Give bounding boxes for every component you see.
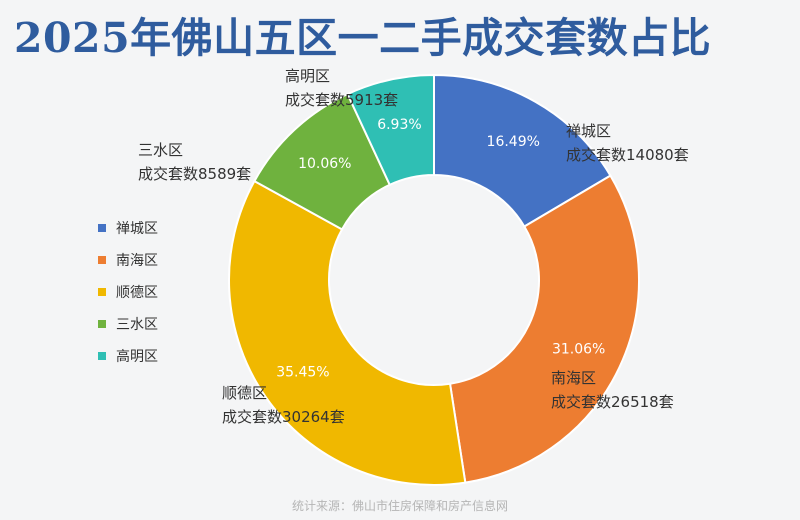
callout-name-sanshui: 三水区 — [138, 141, 183, 159]
legend-item-chancheng: 禅城区 — [98, 212, 158, 244]
source-note: 统计来源：佛山市住房保障和房产信息网 — [291, 499, 508, 513]
legend-swatch — [98, 288, 106, 296]
callout-name-nanhai: 南海区 — [551, 369, 596, 387]
legend-item-sanshui: 三水区 — [98, 308, 158, 340]
legend-item-nanhai: 南海区 — [98, 244, 158, 276]
legend-label: 禅城区 — [116, 221, 158, 237]
callout-name-chancheng: 禅城区 — [566, 122, 611, 140]
chart-title: 2025年佛山五区一二手成交套数占比 — [14, 14, 712, 62]
legend-swatch — [98, 320, 106, 328]
legend-label: 顺德区 — [116, 285, 158, 301]
callout-count-gaoming: 成交套数5913套 — [285, 91, 398, 109]
slice-nanhai — [448, 174, 640, 484]
callout-count-chancheng: 成交套数14080套 — [566, 146, 689, 164]
legend-label: 三水区 — [116, 317, 158, 333]
slice-gaoming — [346, 73, 435, 187]
percent-label-sanshui: 10.06% — [298, 156, 351, 172]
percent-label-shunde: 35.45% — [276, 365, 329, 381]
legend-swatch — [98, 256, 106, 264]
legend-label: 高明区 — [116, 349, 158, 365]
legend-swatch — [98, 224, 106, 232]
chart-legend: 禅城区 南海区 顺德区 三水区 高明区 — [98, 212, 158, 372]
percent-label-gaoming: 6.93% — [377, 117, 421, 133]
callout-name-shunde: 顺德区 — [222, 384, 267, 402]
callout-count-shunde: 成交套数30264套 — [222, 408, 345, 426]
legend-item-gaoming: 高明区 — [98, 340, 158, 372]
callout-count-sanshui: 成交套数8589套 — [138, 165, 251, 183]
legend-swatch — [98, 352, 106, 360]
slice-shunde — [228, 179, 467, 486]
callout-name-gaoming: 高明区 — [285, 67, 330, 85]
percent-label-nanhai: 31.06% — [552, 341, 605, 357]
legend-label: 南海区 — [116, 253, 158, 269]
legend-item-shunde: 顺德区 — [98, 276, 158, 308]
slice-chancheng — [433, 73, 612, 228]
percent-label-chancheng: 16.49% — [487, 134, 540, 150]
callout-count-nanhai: 成交套数26518套 — [551, 393, 674, 411]
